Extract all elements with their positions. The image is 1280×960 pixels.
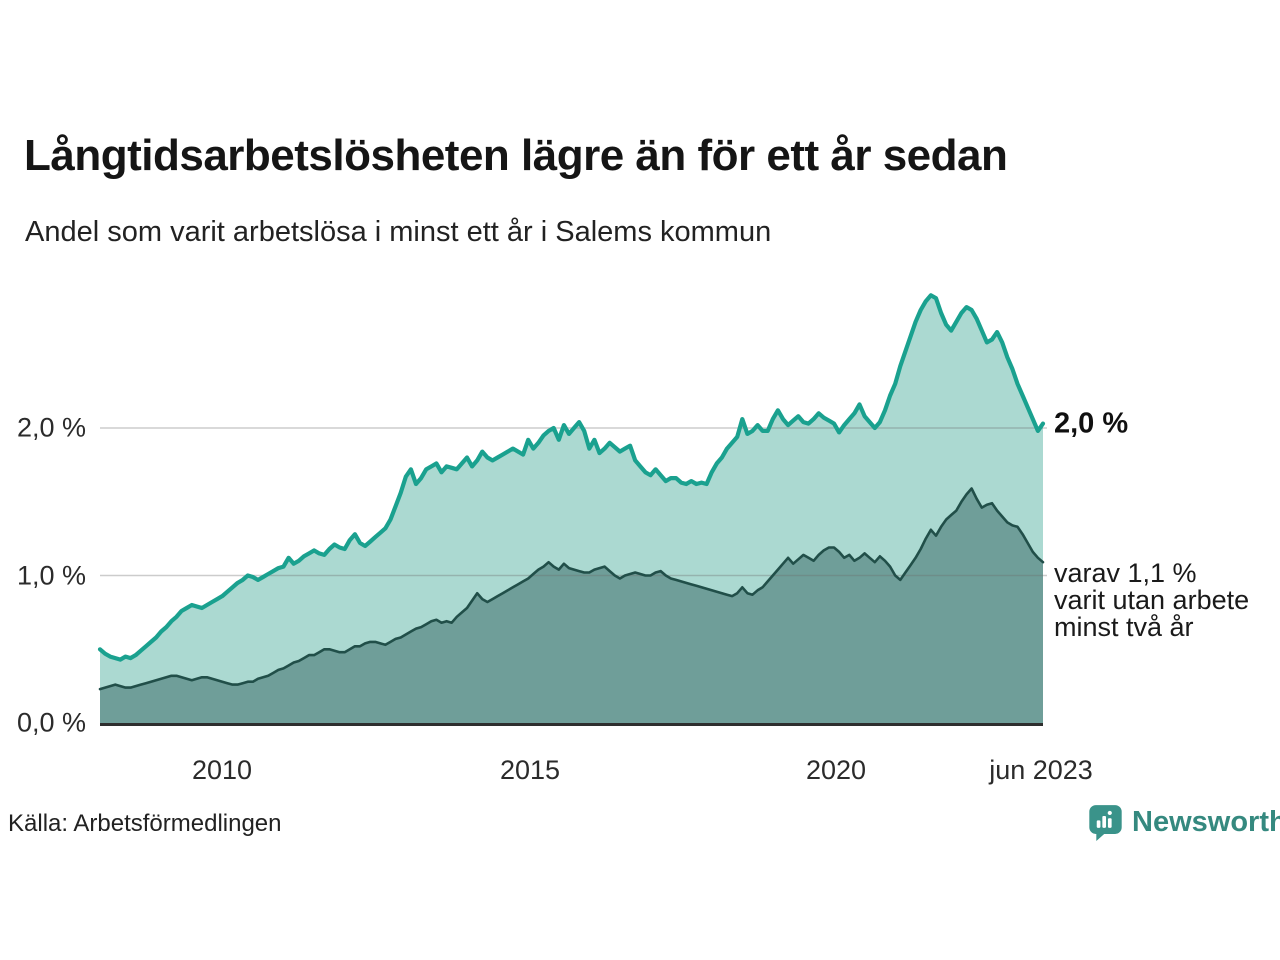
brand-name: Newsworthy	[1132, 806, 1280, 838]
bar-chart-speech-bubble-icon	[1089, 805, 1122, 841]
y-axis-tick-2: 2,0 %	[16, 412, 86, 443]
page-title: Långtidsarbetslösheten lägre än för ett …	[24, 131, 1008, 180]
x-axis-tick-jun-2023: jun 2023	[989, 755, 1093, 785]
annotation-line-3: minst två år	[1054, 612, 1194, 642]
line-at-least-two-years	[98, 487, 1045, 691]
series-annotation: varav 1,1 % varit utan arbete minst två …	[1054, 560, 1249, 641]
source-credit: Källa: Arbetsförmedlingen	[8, 810, 282, 837]
x-axis-tick-2020: 2020	[805, 755, 867, 785]
annotation-line-2: varit utan arbete	[1054, 585, 1250, 615]
line-at-least-one-year	[97, 293, 1046, 662]
area-fill-at-least-two-years	[100, 488, 1043, 723]
brand-logo: Newsworthy	[1088, 802, 1280, 846]
y-axis-tick-1: 1,0 %	[16, 560, 86, 591]
chart-subtitle: Andel som varit arbetslösa i minst ett å…	[25, 216, 772, 248]
series-end-value-label: 2,0 %	[1054, 407, 1129, 440]
y-axis-tick-0: 0,0 %	[16, 707, 86, 738]
annotation-line-1: varav 1,1 %	[1054, 558, 1197, 588]
x-axis-tick-2015: 2015	[499, 755, 561, 785]
x-axis-tick-2010: 2010	[191, 755, 253, 785]
